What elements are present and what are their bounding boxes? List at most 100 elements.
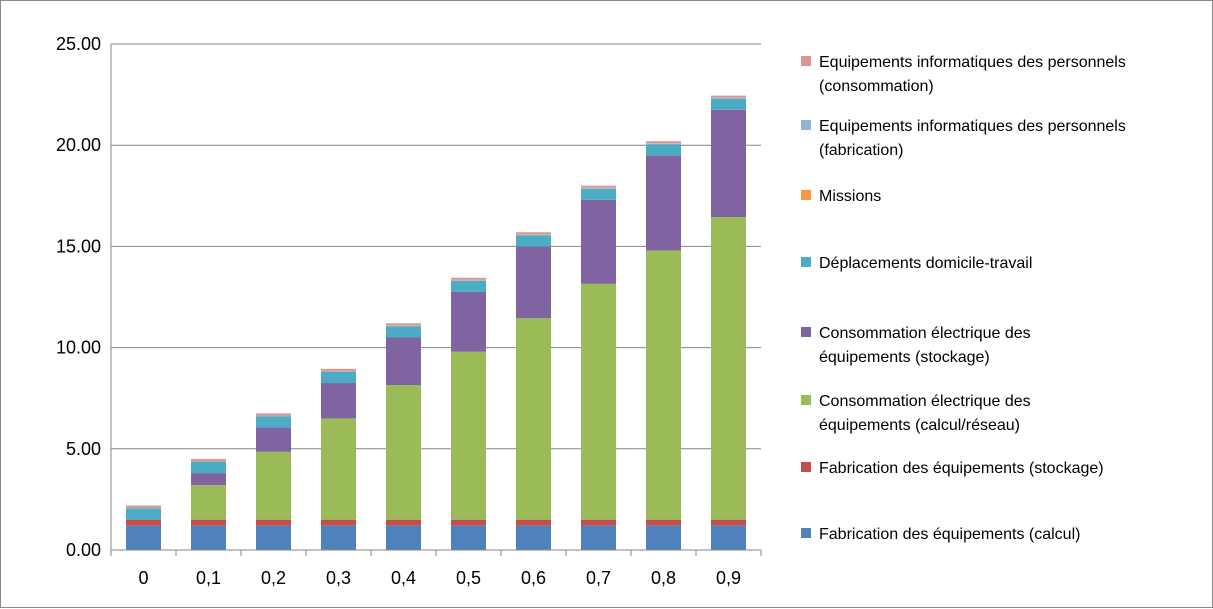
bar-segment xyxy=(516,232,551,234)
bar-segment xyxy=(126,505,161,507)
y-tick-label: 25.00 xyxy=(56,34,101,54)
bar-segment xyxy=(321,371,356,372)
bar-segment xyxy=(516,520,551,526)
bar-segment xyxy=(711,96,746,98)
bar-segment xyxy=(581,186,616,188)
bar-segment xyxy=(646,143,681,144)
bar-segment xyxy=(256,413,291,415)
legend-label: Equipements informatiques des personnels xyxy=(819,118,1126,135)
bar-segment xyxy=(256,526,291,550)
bar-segment xyxy=(191,462,226,473)
bar-segment xyxy=(256,416,291,427)
bar-segment xyxy=(386,323,421,325)
bar-segment xyxy=(646,155,681,250)
bar-segment xyxy=(256,428,291,452)
bar-segment xyxy=(646,520,681,526)
bar-segment xyxy=(386,326,421,337)
bar-segment xyxy=(321,369,356,371)
legend-swatch xyxy=(801,528,811,538)
legend-label: (consommation) xyxy=(819,78,934,95)
y-tick-label: 10.00 xyxy=(56,338,101,358)
bar-segment xyxy=(321,520,356,526)
legend-swatch xyxy=(801,462,811,472)
bar-segment xyxy=(451,278,486,280)
legend-swatch xyxy=(801,56,811,66)
bars xyxy=(126,96,746,550)
x-tick-label: 0,9 xyxy=(716,568,741,588)
bar-segment xyxy=(711,526,746,550)
legend-label: Fabrication des équipements (stockage) xyxy=(819,460,1104,477)
bar-segment xyxy=(126,508,161,509)
bar-segment xyxy=(191,459,226,461)
bar-segment xyxy=(646,526,681,550)
legend-swatch xyxy=(801,257,811,267)
bar-segment xyxy=(516,526,551,550)
legend-swatch xyxy=(801,120,811,130)
bar-segment xyxy=(711,520,746,526)
legend-swatch xyxy=(801,395,811,405)
bar-segment xyxy=(321,383,356,418)
legend: Equipements informatiques des personnels… xyxy=(801,54,1126,543)
bar-segment xyxy=(321,372,356,383)
bar-segment xyxy=(711,98,746,99)
bar-segment xyxy=(711,99,746,110)
x-tick-label: 0,7 xyxy=(586,568,611,588)
bar-segment xyxy=(126,509,161,520)
bar-segment xyxy=(191,520,226,526)
bar-segment xyxy=(516,246,551,318)
bar-segment xyxy=(256,452,291,520)
legend-label: équipements (stockage) xyxy=(819,349,990,366)
bar-segment xyxy=(581,189,616,200)
bar-segment xyxy=(126,520,161,526)
bar-segment xyxy=(581,520,616,526)
legend-label: Déplacements domicile-travail xyxy=(819,255,1032,272)
bar-segment xyxy=(451,526,486,550)
bar-segment xyxy=(386,385,421,520)
bar-segment xyxy=(451,281,486,292)
bar-segment xyxy=(126,526,161,550)
bar-segment xyxy=(581,284,616,520)
x-tick-label: 0,5 xyxy=(456,568,481,588)
bar-segment xyxy=(386,526,421,550)
x-tick-label: 0,2 xyxy=(261,568,286,588)
bar-segment xyxy=(386,337,421,385)
y-tick-label: 20.00 xyxy=(56,135,101,155)
bar-segment xyxy=(321,418,356,519)
legend-label: Consommation électrique des xyxy=(819,393,1031,410)
bar-segment xyxy=(646,141,681,143)
x-tick-label: 0,6 xyxy=(521,568,546,588)
legend-swatch xyxy=(801,190,811,200)
x-tick-label: 0,1 xyxy=(196,568,221,588)
bar-segment xyxy=(451,280,486,281)
legend-label: équipements (calcul/réseau) xyxy=(819,417,1020,434)
bar-segment xyxy=(711,110,746,217)
bar-segment xyxy=(646,250,681,519)
bar-segment xyxy=(256,415,291,416)
legend-label: Missions xyxy=(819,188,881,205)
bar-segment xyxy=(386,520,421,526)
bar-segment xyxy=(191,473,226,485)
bar-segment xyxy=(321,526,356,550)
bar-segment xyxy=(451,292,486,352)
bar-segment xyxy=(191,461,226,462)
bar-segment xyxy=(581,188,616,189)
x-tick-label: 0 xyxy=(138,568,148,588)
bar-segment xyxy=(646,144,681,155)
bar-segment xyxy=(386,325,421,326)
bar-segment xyxy=(191,526,226,550)
x-tick-label: 0,4 xyxy=(391,568,416,588)
bar-segment xyxy=(581,200,616,284)
legend-label: Equipements informatiques des personnels xyxy=(819,54,1126,71)
y-tick-label: 5.00 xyxy=(66,439,101,459)
bar-segment xyxy=(516,234,551,235)
bar-segment xyxy=(516,235,551,246)
x-tick-label: 0,8 xyxy=(651,568,676,588)
bar-segment xyxy=(451,352,486,520)
y-tick-label: 15.00 xyxy=(56,236,101,256)
bar-segment xyxy=(711,217,746,520)
bar-segment xyxy=(581,526,616,550)
bar-segment xyxy=(451,520,486,526)
x-tick-label: 0,3 xyxy=(326,568,351,588)
